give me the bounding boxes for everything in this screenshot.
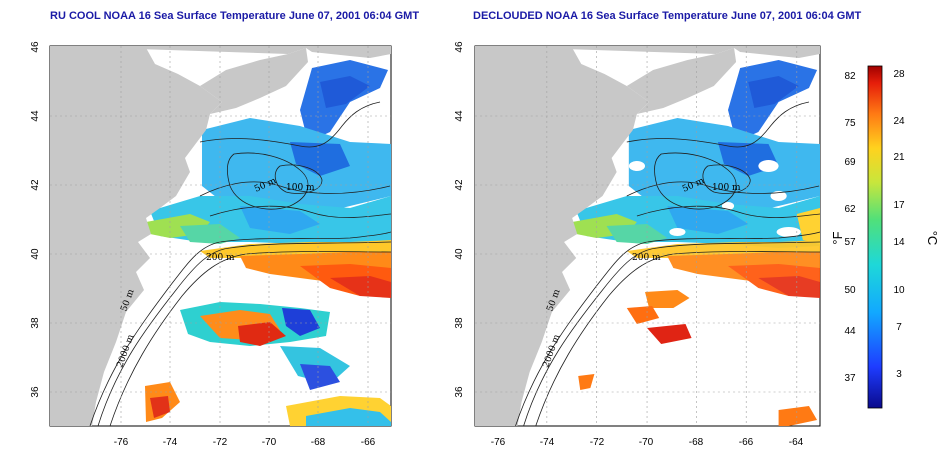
left-y-tick-label: 38 xyxy=(30,317,41,329)
colorbar-fahrenheit-tick: 69 xyxy=(844,157,856,168)
right-y-tick-label: 42 xyxy=(454,179,465,191)
colorbar-celsius-tick: 7 xyxy=(896,322,902,333)
left-y-tick-label: 40 xyxy=(30,248,41,260)
right-x-tick-label: -70 xyxy=(639,437,654,448)
left-map-title: RU COOL NOAA 16 Sea Surface Temperature … xyxy=(50,10,420,22)
right-contour-label-100m: 100 m xyxy=(712,183,741,193)
right-x-tick-label: -72 xyxy=(590,437,605,448)
left-map-panel: 50 m 100 m 200 m 50 m 2000 m -76 -74 -72… xyxy=(30,41,392,448)
colorbar-gradient xyxy=(867,65,883,409)
colorbar-fahrenheit-tick: 50 xyxy=(844,285,856,296)
right-x-tick-label: -64 xyxy=(789,437,804,448)
right-y-tick-label: 44 xyxy=(454,110,465,122)
left-y-axis: 36 38 40 42 44 46 xyxy=(30,41,41,398)
colorbar-fahrenheit-tick: 57 xyxy=(844,237,856,248)
colorbar-fahrenheit-tick: 37 xyxy=(844,373,856,384)
left-y-tick-label: 36 xyxy=(30,386,41,398)
colorbar-celsius-unit: °C xyxy=(925,231,940,246)
right-cloud-masked-areas xyxy=(628,121,808,237)
left-x-tick-label: -76 xyxy=(114,437,129,448)
left-y-tick-label: 44 xyxy=(30,110,41,122)
colorbar-celsius-tick: 28 xyxy=(893,69,905,80)
left-y-tick-label: 42 xyxy=(30,179,41,191)
right-y-axis: 36 38 40 42 44 46 xyxy=(454,41,465,398)
right-x-tick-label: -76 xyxy=(491,437,506,448)
right-grid-lines xyxy=(475,46,820,426)
colorbar-celsius-tick: 10 xyxy=(893,285,905,296)
colorbar-fahrenheit-tick: 75 xyxy=(844,118,856,129)
left-contour-label-100m: 100 m xyxy=(286,183,315,193)
left-x-tick-label: -70 xyxy=(262,437,277,448)
colorbar-celsius-tick: 21 xyxy=(893,152,905,163)
right-y-tick-label: 38 xyxy=(454,317,465,329)
temperature-colorbar: 82 75 69 62 57 50 44 37 28 24 21 17 14 1… xyxy=(830,65,940,409)
left-x-tick-label: -72 xyxy=(213,437,228,448)
colorbar-celsius-tick: 3 xyxy=(896,369,902,380)
left-x-axis: -76 -74 -72 -70 -68 -66 xyxy=(114,437,376,448)
colorbar-fahrenheit-unit: °F xyxy=(830,231,845,244)
right-x-tick-label: -66 xyxy=(739,437,754,448)
left-x-tick-label: -74 xyxy=(163,437,178,448)
right-map-title: DECLOUDED NOAA 16 Sea Surface Temperatur… xyxy=(473,10,862,22)
right-y-tick-label: 40 xyxy=(454,248,465,260)
colorbar-fahrenheit-tick: 82 xyxy=(844,71,856,82)
left-y-tick-label: 46 xyxy=(30,41,41,53)
right-map-panel: 50 m 100 m 200 m 50 m 2000 m -76 -74 -72… xyxy=(454,41,821,448)
colorbar-fahrenheit-tick: 62 xyxy=(844,204,856,215)
left-x-tick-label: -66 xyxy=(361,437,376,448)
colorbar-celsius-tick: 17 xyxy=(893,200,905,211)
right-x-tick-label: -74 xyxy=(540,437,555,448)
right-x-tick-label: -68 xyxy=(689,437,704,448)
colorbar-fahrenheit-tick: 44 xyxy=(844,326,856,337)
right-y-tick-label: 46 xyxy=(454,41,465,53)
right-x-axis: -76 -74 -72 -70 -68 -66 -64 xyxy=(491,437,804,448)
left-x-tick-label: -68 xyxy=(311,437,326,448)
left-contour-label-200m: 200 m xyxy=(206,253,235,263)
colorbar-celsius-tick: 24 xyxy=(893,116,905,127)
colorbar-celsius-tick: 14 xyxy=(893,237,905,248)
right-contour-label-200m: 200 m xyxy=(632,253,661,263)
left-grid-lines xyxy=(50,46,391,426)
right-y-tick-label: 36 xyxy=(454,386,465,398)
